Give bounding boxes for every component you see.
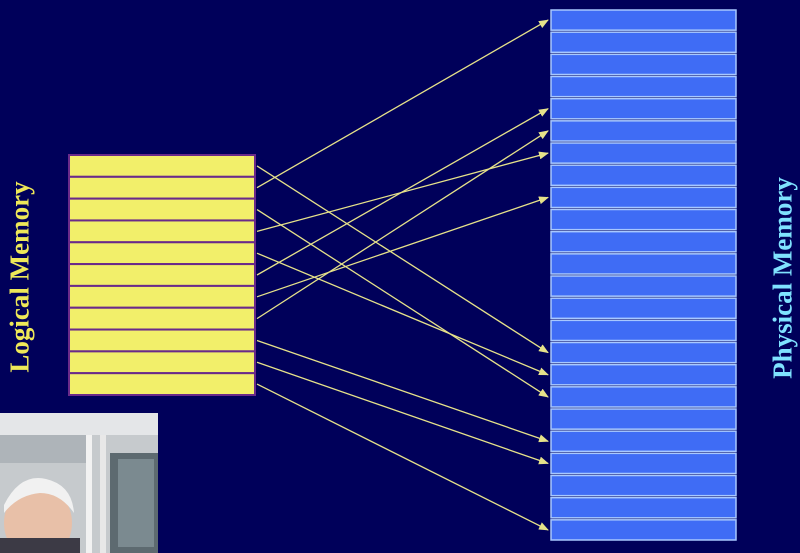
mapping-arrow [256,130,549,320]
physical-frame [550,319,737,342]
physical-frame [550,75,737,98]
physical-frame [550,142,737,164]
mapping-arrow [256,339,549,443]
physical-memory-block [550,9,737,541]
physical-frame [550,430,737,453]
logical-page [68,263,256,287]
physical-frame [550,275,737,297]
physical-frame [550,363,737,386]
logical-page [68,154,256,178]
mapping-arrow [256,252,549,376]
physical-frame [550,408,737,430]
logical-page [68,306,256,331]
logical-page [68,175,256,200]
mapping-arrow [256,19,549,189]
mapping-arrows [256,19,549,531]
physical-frame [550,208,737,231]
physical-frame [550,386,737,408]
physical-frame [550,474,737,497]
physical-frame [550,186,737,209]
physical-frame [550,496,737,519]
physical-frame [550,97,737,120]
physical-frame [550,120,737,142]
logical-page [68,328,256,353]
physical-frame [550,297,737,320]
physical-frame [550,9,737,31]
physical-frame [550,452,737,475]
mapping-arrow [256,361,549,465]
logical-page [68,284,256,309]
mapping-arrow [256,196,549,298]
physical-frame [550,341,737,364]
logical-page [68,241,256,266]
mapping-arrow [256,165,549,354]
mapping-arrow [256,208,549,398]
logical-memory-block [68,154,256,397]
mapping-arrow [256,383,549,531]
physical-frame [550,31,737,54]
logical-page [68,219,256,244]
physical-frame [550,519,737,541]
presenter-webcam-icon [0,413,158,553]
logical-page [68,350,256,375]
physical-frame [550,164,737,187]
physical-frame [550,253,737,275]
physical-frame [550,53,737,76]
logical-page [68,197,256,222]
mapping-arrow [256,108,549,276]
physical-frame [550,230,737,253]
logical-page [68,372,256,397]
